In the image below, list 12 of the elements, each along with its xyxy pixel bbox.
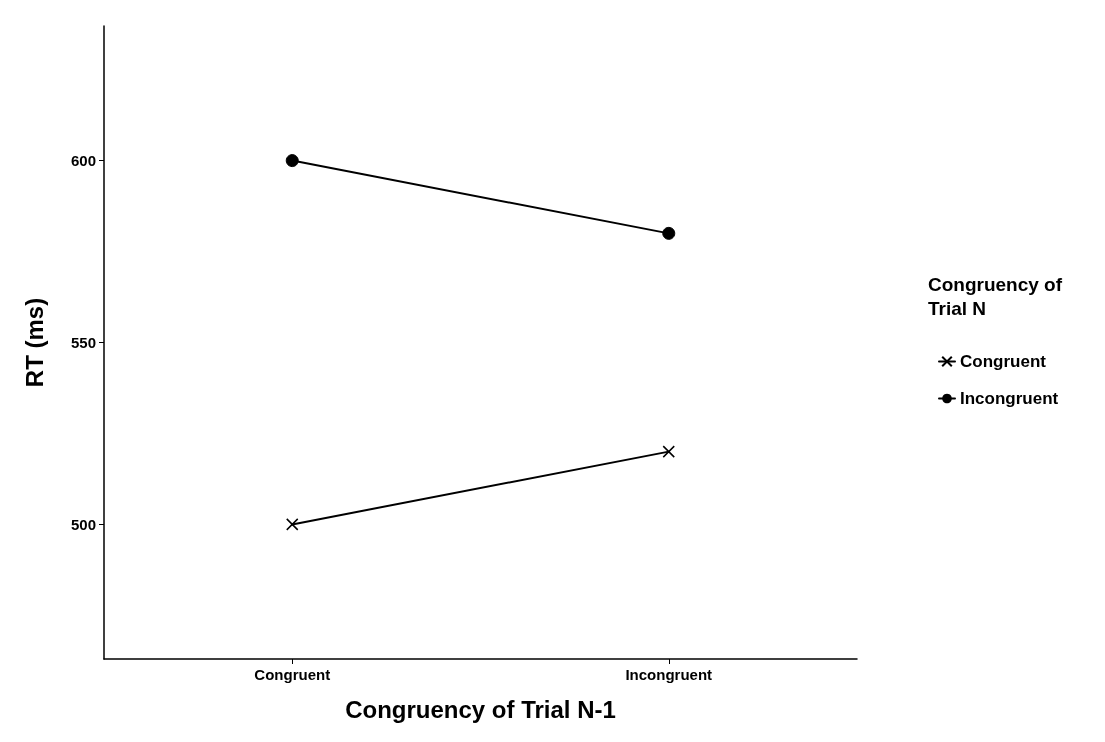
legend-label: Congruent (960, 352, 1047, 371)
y-tick-label: 500 (70, 515, 96, 533)
y-tick-label: 550 (70, 334, 96, 351)
legend-title: Congruency of Trial N (928, 273, 1068, 319)
legend-label: Incongruent (960, 389, 1059, 408)
point (285, 154, 299, 168)
point (286, 518, 299, 531)
y-tick-label: 600 (70, 152, 96, 170)
x-axis-title: Congruency of Trial N-1 (345, 695, 616, 723)
point (662, 445, 675, 458)
point (662, 226, 676, 240)
y-axis-title: RT (ms) (20, 297, 48, 388)
